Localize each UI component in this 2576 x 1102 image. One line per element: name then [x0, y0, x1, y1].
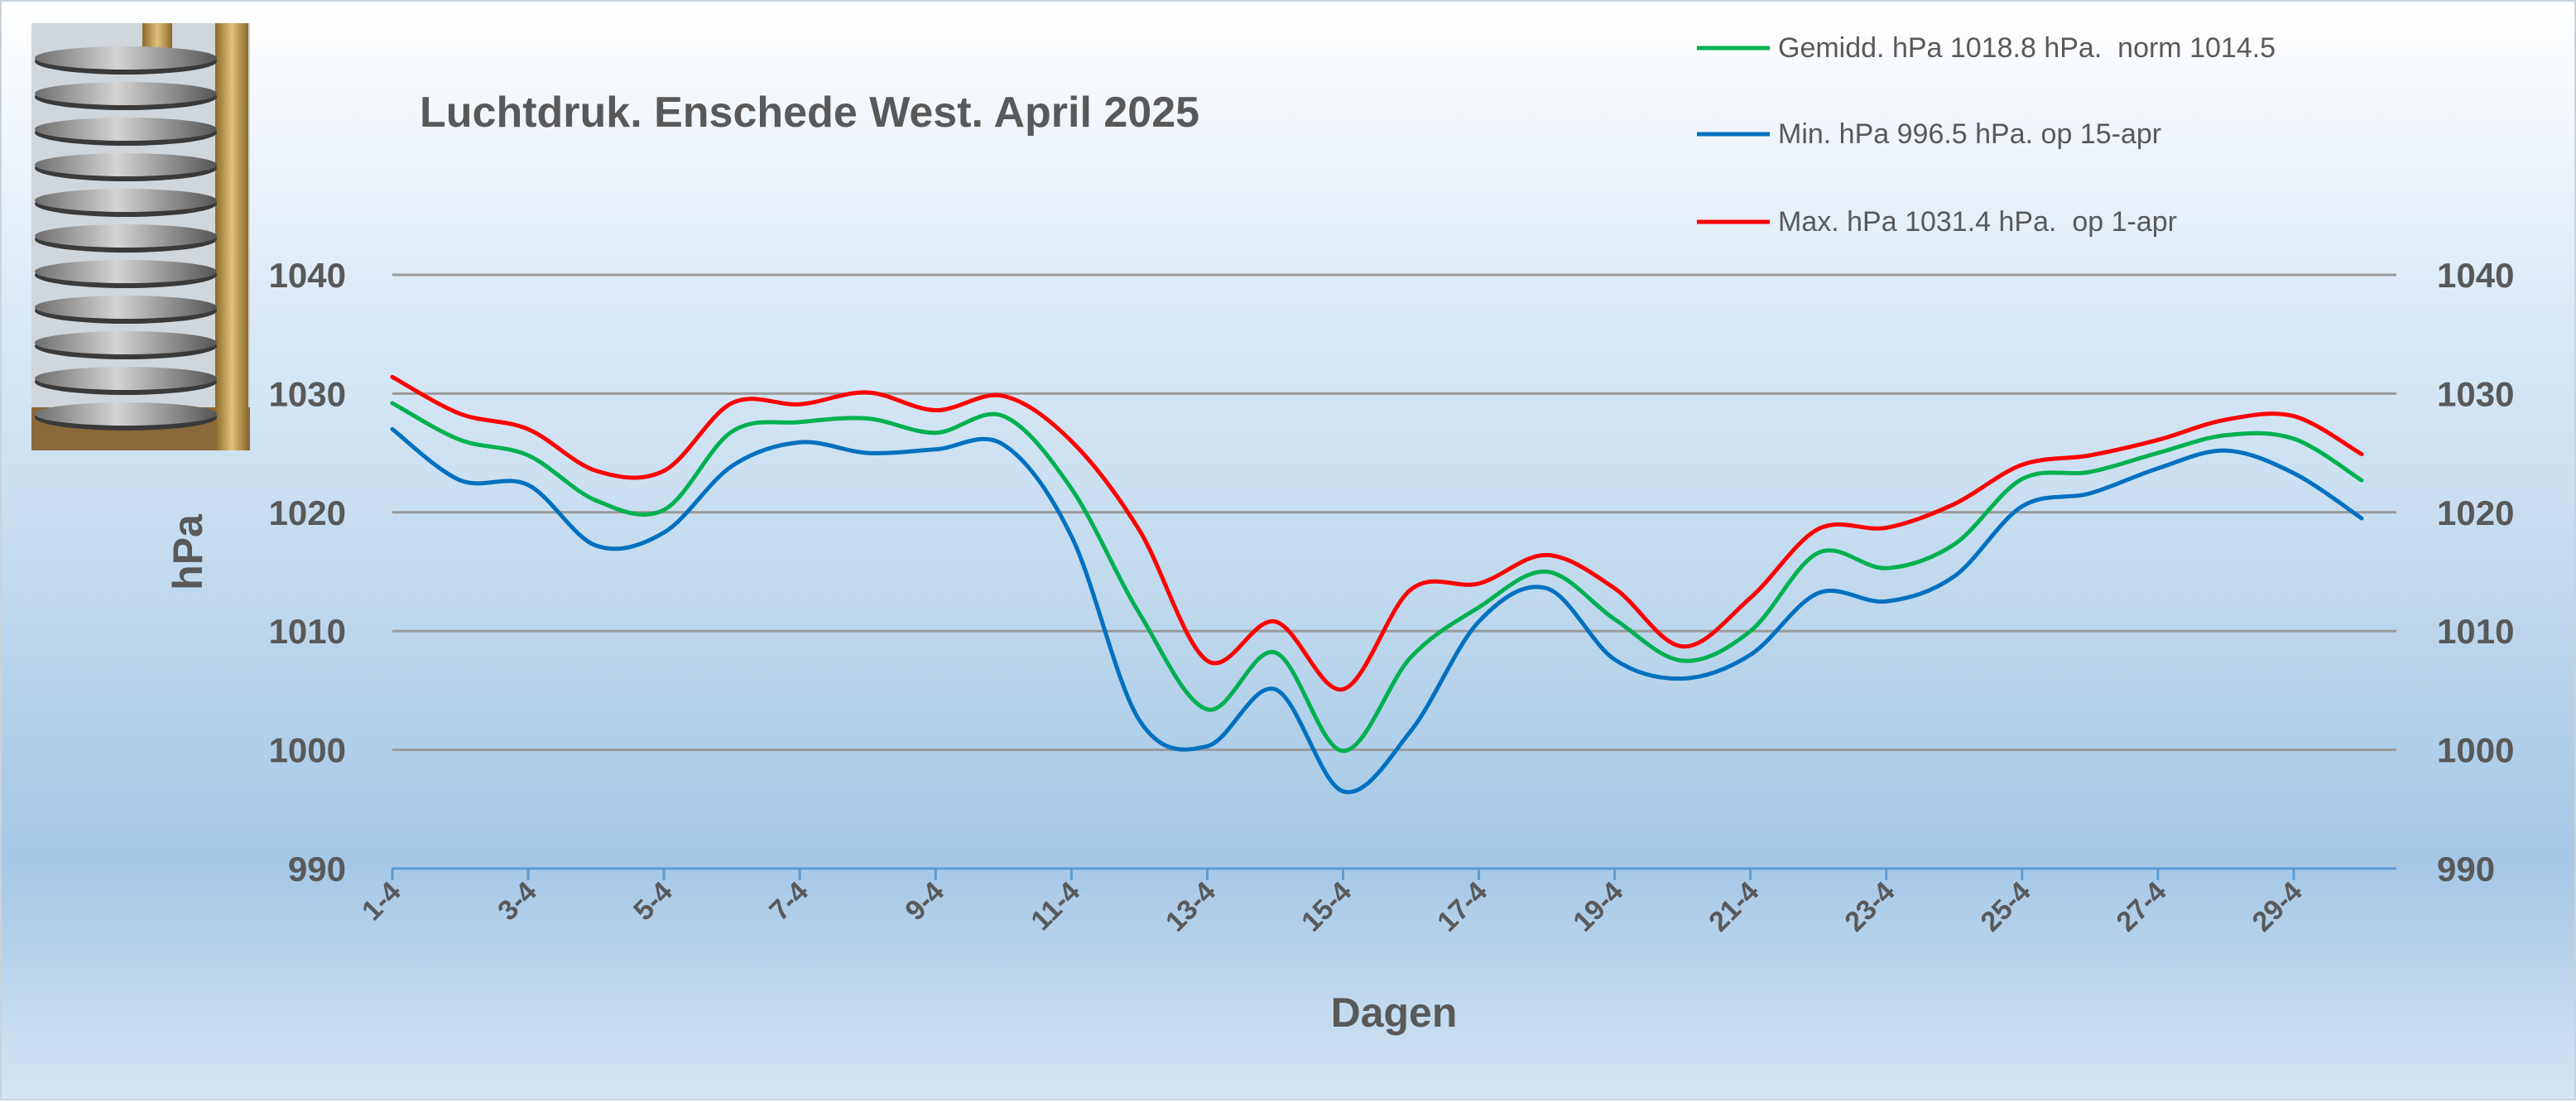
- legend-label-avg: Gemidd. hPa 1018.8 hPa. norm 1014.5: [1778, 32, 2276, 64]
- photo-disc: [35, 153, 217, 176]
- legend-item-avg: Gemidd. hPa 1018.8 hPa. norm 1014.5: [1697, 32, 2276, 64]
- photo-disc: [35, 331, 217, 354]
- series-line-max: [390, 374, 2364, 692]
- photo-disc: [35, 189, 217, 212]
- y-tick-label-left: 1030: [269, 374, 346, 413]
- y-tick-label-left: 1020: [269, 493, 346, 532]
- x-tick-label: 25-4: [1974, 876, 2036, 938]
- photo-disc: [35, 118, 217, 141]
- series-lines: [390, 374, 2364, 795]
- photo-disc: [35, 296, 217, 319]
- x-axis: 1-4 3-4 5-4 7-4 9-4 11-4 13-4 15-4 17-4 19-4 21-4 2…: [356, 869, 2309, 938]
- y-axis-left: 990 1000 1010 1020 1030 1040: [269, 256, 346, 888]
- chart-title: Luchtdruk. Enschede West. April 2025: [420, 89, 1199, 137]
- y-tick-label-right: 1030: [2437, 374, 2514, 413]
- legend: Gemidd. hPa 1018.8 hPa. norm 1014.5 Min.…: [1697, 32, 2276, 238]
- x-axis-title: Dagen: [1331, 989, 1458, 1036]
- x-tick-label: 29-4: [2247, 876, 2309, 938]
- y-tick-label-right: 990: [2437, 849, 2495, 888]
- x-tick-label: 9-4: [899, 876, 950, 927]
- series-line-min: [390, 426, 2364, 795]
- photo-disc: [35, 82, 217, 105]
- y-tick-label-left: 1000: [269, 731, 346, 770]
- x-tick-label: 23-4: [1838, 876, 1901, 938]
- x-tick-label: 13-4: [1160, 876, 1222, 938]
- y-axis-right: 990 1000 1010 1020 1030 1040: [2437, 256, 2514, 888]
- y-tick-label-right: 1010: [2437, 612, 2514, 651]
- photo-disc: [35, 402, 217, 426]
- series-line-avg: [390, 401, 2364, 753]
- legend-item-min: Min. hPa 996.5 hPa. op 15-apr: [1697, 118, 2161, 150]
- y-tick-label-right: 1000: [2437, 731, 2514, 770]
- x-tick-label: 19-4: [1567, 876, 1629, 938]
- x-tick-label: 5-4: [627, 876, 679, 927]
- x-tick-label: 15-4: [1295, 876, 1358, 938]
- photo-disc: [35, 260, 217, 283]
- x-tick-label: 17-4: [1431, 876, 1493, 938]
- x-tick-label: 1-4: [356, 876, 407, 927]
- photo-disc: [35, 224, 217, 248]
- x-tick-label: 21-4: [1703, 876, 1765, 938]
- photo-disc: [35, 46, 217, 70]
- legend-label-min: Min. hPa 996.5 hPa. op 15-apr: [1778, 118, 2161, 150]
- y-tick-label-right: 1040: [2437, 256, 2514, 295]
- legend-item-max: Max. hPa 1031.4 hPa. op 1-apr: [1697, 206, 2177, 238]
- y-tick-label-right: 1020: [2437, 493, 2514, 532]
- x-tick-label: 7-4: [763, 876, 815, 927]
- y-tick-label-left: 1040: [269, 256, 346, 295]
- x-tick-label: 27-4: [2111, 876, 2173, 938]
- y-tick-label-left: 990: [288, 849, 346, 888]
- x-tick-label: 11-4: [1025, 876, 1086, 937]
- barometer-image: [31, 23, 250, 450]
- photo-disc: [35, 367, 217, 390]
- legend-label-max: Max. hPa 1031.4 hPa. op 1-apr: [1778, 206, 2177, 238]
- x-tick-label: 3-4: [492, 876, 543, 927]
- y-tick-label-left: 1010: [269, 612, 346, 651]
- y-axis-title: hPa: [165, 513, 211, 590]
